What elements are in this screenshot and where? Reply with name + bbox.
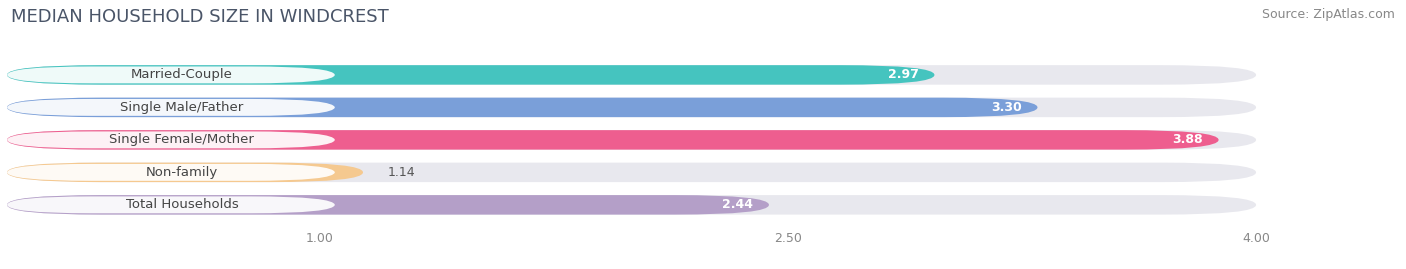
FancyBboxPatch shape [7, 163, 363, 182]
Text: 1.14: 1.14 [388, 166, 416, 179]
FancyBboxPatch shape [7, 163, 1256, 182]
Text: Source: ZipAtlas.com: Source: ZipAtlas.com [1261, 8, 1395, 21]
Text: MEDIAN HOUSEHOLD SIZE IN WINDCREST: MEDIAN HOUSEHOLD SIZE IN WINDCREST [11, 8, 389, 26]
Text: Total Households: Total Households [125, 198, 238, 211]
FancyBboxPatch shape [7, 99, 335, 116]
FancyBboxPatch shape [7, 130, 1256, 150]
Text: Married-Couple: Married-Couple [131, 68, 233, 82]
FancyBboxPatch shape [7, 195, 1256, 215]
FancyBboxPatch shape [7, 130, 1219, 150]
FancyBboxPatch shape [7, 98, 1256, 117]
Text: Non-family: Non-family [146, 166, 218, 179]
Text: 3.88: 3.88 [1173, 133, 1204, 146]
FancyBboxPatch shape [7, 66, 335, 83]
Text: 2.44: 2.44 [723, 198, 754, 211]
Text: Single Female/Mother: Single Female/Mother [110, 133, 254, 146]
FancyBboxPatch shape [7, 195, 769, 215]
FancyBboxPatch shape [7, 98, 1038, 117]
FancyBboxPatch shape [7, 65, 1256, 85]
FancyBboxPatch shape [7, 196, 335, 213]
Text: 3.30: 3.30 [991, 101, 1022, 114]
FancyBboxPatch shape [7, 65, 935, 85]
Text: 2.97: 2.97 [889, 68, 920, 82]
FancyBboxPatch shape [7, 164, 335, 181]
Text: Single Male/Father: Single Male/Father [121, 101, 243, 114]
FancyBboxPatch shape [7, 132, 335, 148]
